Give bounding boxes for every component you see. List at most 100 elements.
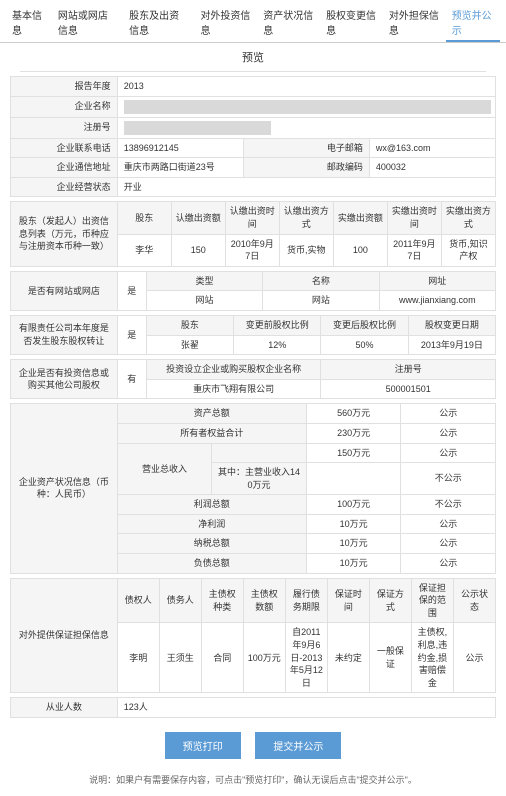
asset-r2-0: [212, 443, 307, 463]
invest-h1: 认缴出资额: [171, 202, 225, 234]
site-h0: 类型: [146, 271, 262, 291]
guar-r0: 李明: [117, 623, 159, 693]
guar-label: 对外提供保证担保信息: [11, 578, 118, 693]
tab-preview[interactable]: 预览并公示: [446, 4, 500, 42]
equity-r2: 50%: [321, 335, 408, 355]
asset-r1-0: 所有者权益合计: [117, 423, 306, 443]
reg-val: [124, 121, 271, 135]
outinv-h1: 注册号: [321, 360, 496, 380]
invest-r2: 2010年9月7日: [225, 234, 279, 266]
invest-h4: 实缴出资额: [333, 202, 387, 234]
guar-h8: 公示状态: [453, 578, 495, 623]
guar-r6: 一般保证: [369, 623, 411, 693]
tabs: 基本信息 网站或网店信息 股东及出资信息 对外投资信息 资产状况信息 股权变更信…: [0, 0, 506, 43]
submit-publish-button[interactable]: 提交并公示: [255, 732, 341, 759]
asset-r3-1: [306, 463, 401, 495]
phone-val: 13896912145: [117, 138, 243, 158]
guar-r4: 自2011年9月6日-2013年5月12日: [285, 623, 327, 693]
invest-r4: 100: [333, 234, 387, 266]
asset-table: 企业资产状况信息（币种：人民币） 资产总额560万元公示 所有者权益合计230万…: [10, 403, 496, 573]
name-label: 企业名称: [11, 96, 118, 117]
tab-equity[interactable]: 股权变更信息: [320, 4, 383, 42]
asset-r3-2: 不公示: [401, 463, 496, 495]
equity-r0: 张翟: [146, 335, 233, 355]
addr-val: 重庆市两路口街道23号: [117, 158, 243, 178]
guar-table: 对外提供保证担保信息 债权人债务人主债权种类主债权数额履行债务期限保证时间保证方…: [10, 578, 496, 694]
outinv-table: 企业是否有投资信息或购买其他公司股权有 投资设立企业或购买股权企业名称注册号 重…: [10, 359, 496, 399]
asset-r0-0: 资产总额: [117, 404, 306, 424]
site-r2: www.jianxiang.com: [379, 291, 495, 311]
status-label: 企业经营状态: [11, 177, 118, 197]
guar-r2: 合同: [201, 623, 243, 693]
asset-r4-2: 不公示: [401, 495, 496, 515]
equity-h3: 股权变更日期: [408, 315, 495, 335]
emp-label: 从业人数: [11, 698, 118, 718]
outinv-val: 有: [117, 360, 146, 399]
asset-r2-2: 公示: [401, 443, 496, 463]
equity-table: 有限责任公司本年度是否发生股东股权转让是 股东变更前股权比例变更后股权比例股权变…: [10, 315, 496, 355]
tab-shareholder[interactable]: 股东及出资信息: [123, 4, 194, 42]
invest-r1: 150: [171, 234, 225, 266]
post-label: 邮政编码: [243, 158, 369, 178]
equity-r3: 2013年9月19日: [408, 335, 495, 355]
site-table: 是否有网站或网店是 类型名称网址 网站网站www.jianxiang.com: [10, 271, 496, 311]
site-h1: 名称: [263, 271, 379, 291]
guar-h5: 保证时间: [327, 578, 369, 623]
asset-r1-2: 公示: [401, 423, 496, 443]
tab-site[interactable]: 网站或网店信息: [52, 4, 123, 42]
emp-val: 123人: [117, 698, 495, 718]
guar-r5: 未约定: [327, 623, 369, 693]
outinv-h0: 投资设立企业或购买股权企业名称: [146, 360, 321, 380]
guar-r8: 公示: [453, 623, 495, 693]
basic-table: 报告年度2013 企业名称 注册号 企业联系电话13896912145电子邮箱w…: [10, 76, 496, 197]
invest-r6: 货币,知识产权: [441, 234, 495, 266]
invest-h6: 实缴出资方式: [441, 202, 495, 234]
outinv-label: 企业是否有投资信息或购买其他公司股权: [11, 360, 118, 399]
outinv-r0: 重庆市飞翔有限公司: [146, 379, 321, 399]
email-label: 电子邮箱: [243, 138, 369, 158]
guar-h0: 债权人: [117, 578, 159, 623]
equity-label: 有限责任公司本年度是否发生股东股权转让: [11, 315, 118, 354]
asset-label: 企业资产状况信息（币种：人民币）: [11, 404, 118, 573]
emp-table: 从业人数123人: [10, 697, 496, 718]
equity-r1: 12%: [234, 335, 321, 355]
tab-outinvest[interactable]: 对外投资信息: [194, 4, 257, 42]
asset-r5-1: 10万元: [306, 514, 401, 534]
asset-r4-1: 100万元: [306, 495, 401, 515]
post-val: 400032: [369, 158, 495, 178]
asset-r6-0: 纳税总额: [117, 534, 306, 554]
guar-h2: 主债权种类: [201, 578, 243, 623]
equity-h1: 变更前股权比例: [234, 315, 321, 335]
asset-r7-2: 公示: [401, 554, 496, 574]
year-val: 2013: [117, 77, 495, 97]
site-r1: 网站: [263, 291, 379, 311]
asset-r5-2: 公示: [401, 514, 496, 534]
invest-label: 股东（发起人）出资信息列表（万元，币种应与注册资本币种一致）: [11, 202, 118, 266]
tab-basic[interactable]: 基本信息: [6, 4, 52, 42]
tab-guarantee[interactable]: 对外担保信息: [383, 4, 446, 42]
asset-r6-2: 公示: [401, 534, 496, 554]
site-val: 是: [117, 271, 146, 310]
name-val: [124, 100, 491, 114]
asset-r0-1: 560万元: [306, 404, 401, 424]
guar-r1: 王须生: [159, 623, 201, 693]
outinv-r1: 500001501: [321, 379, 496, 399]
year-label: 报告年度: [11, 77, 118, 97]
invest-r0: 李华: [117, 234, 171, 266]
asset-r6-1: 10万元: [306, 534, 401, 554]
tab-asset[interactable]: 资产状况信息: [257, 4, 320, 42]
preview-title: 预览: [20, 43, 486, 72]
addr-label: 企业通信地址: [11, 158, 118, 178]
invest-table: 股东（发起人）出资信息列表（万元，币种应与注册资本币种一致） 股东认缴出资额认缴…: [10, 201, 496, 266]
guar-h6: 保证方式: [369, 578, 411, 623]
invest-r5: 2011年9月7日: [387, 234, 441, 266]
guar-r3: 100万元: [243, 623, 285, 693]
invest-h0: 股东: [117, 202, 171, 234]
asset-r7-0: 负债总额: [117, 554, 306, 574]
preview-print-button[interactable]: 预览打印: [165, 732, 241, 759]
site-r0: 网站: [146, 291, 262, 311]
equity-val: 是: [117, 315, 146, 354]
asset-r5-0: 净利润: [117, 514, 306, 534]
email-val: wx@163.com: [369, 138, 495, 158]
asset-r4-0: 利润总额: [117, 495, 306, 515]
